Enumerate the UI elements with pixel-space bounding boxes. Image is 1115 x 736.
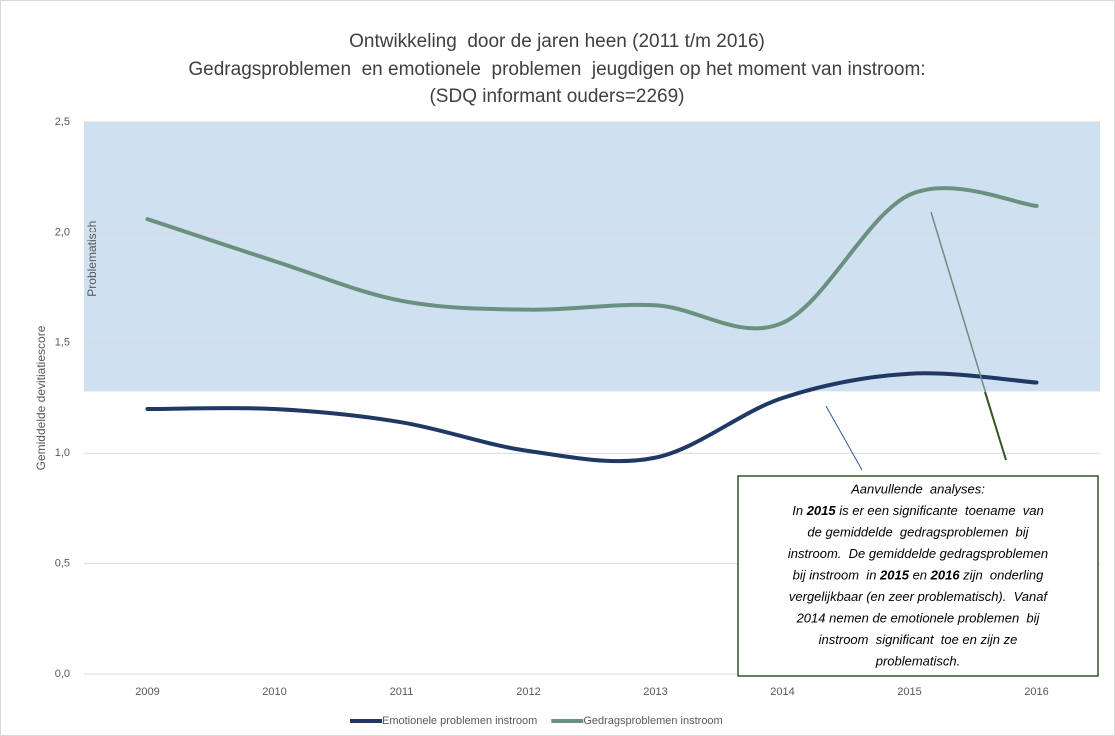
y-tick-label: 0,0 [55,668,70,680]
x-tick-label: 2013 [643,686,667,698]
series-line [145,186,1039,331]
annotation-text: problematisch. [875,654,961,669]
x-tick-label: 2016 [1024,686,1048,698]
x-tick-label: 2015 [897,686,921,698]
y-tick-label: 0,5 [55,558,70,570]
y-tick-label: 1,5 [55,337,70,349]
y-tick-label: 1,0 [55,447,70,459]
annotation-title: Aanvullende analyses: [850,481,985,496]
annotation-text: bij instroom in [793,568,880,583]
annotation-line: vergelijkbaar (en zeer problematisch). V… [789,589,1049,604]
annotation-line: In 2015 is er een significante toename v… [792,503,1044,518]
y-tick-label: 2,0 [55,226,70,238]
chart-title: Gedragsproblemen en emotionele problemen… [188,59,925,80]
x-tick-label: 2010 [262,686,286,698]
annotation-text: 2015 [879,568,910,583]
annotation-text: de gemiddelde gedragsproblemen bij [807,525,1029,540]
chart-title: Ontwikkeling door de jaren heen (2011 t/… [349,31,765,52]
problem-band [84,122,1100,392]
y-tick-label: 2,5 [55,116,70,128]
annotation-text: In [792,503,806,518]
annotation-line: instroom. De gemiddelde gedragsproblemen [788,546,1048,561]
chart-title: (SDQ informant ouders=2269) [429,86,684,107]
annotation-text: zijn onderling [960,568,1045,583]
x-tick-label: 2009 [135,686,159,698]
band-label: Problematisch [85,221,99,297]
annotation-text: 2014 nemen de emotionele problemen bij [796,611,1041,626]
x-tick-label: 2012 [516,686,540,698]
annotation-text: 2015 [806,503,837,518]
annotation-text: is er een significante toename van [836,503,1044,518]
annotation-text: instroom significant toe en zijn ze [819,632,1018,647]
annotation-text: vergelijkbaar (en zeer problematisch). V… [789,589,1049,604]
annotation-text: 2016 [930,568,961,583]
pointer [984,391,1007,461]
annotation-line: instroom significant toe en zijn ze [819,632,1018,647]
legend-label: Gedragsproblemen instroom [583,715,722,727]
series-line [145,371,1039,464]
annotation-line: 2014 nemen de emotionele problemen bij [796,611,1041,626]
legend-label: Emotionele problemen instroom [382,715,537,727]
annotation-box [737,475,1099,677]
annotation-line: problematisch. [875,654,961,669]
x-tick-label: 2011 [390,686,414,698]
annotation-line: bij instroom in 2015 en 2016 zijn onderl… [793,568,1045,583]
annotation-text: instroom. De gemiddelde gedragsproblemen [788,546,1048,561]
y-axis-label: Gemiddelde devitiatiescore [34,325,48,470]
x-tick-label: 2014 [770,686,794,698]
pointer [825,405,863,471]
annotation-text: en [909,568,931,583]
annotation-line: de gemiddelde gedragsproblemen bij [807,525,1029,540]
